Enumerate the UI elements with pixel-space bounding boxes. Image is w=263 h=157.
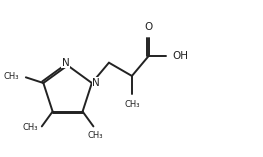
Text: N: N — [92, 78, 100, 88]
Text: CH₃: CH₃ — [87, 131, 103, 140]
Text: OH: OH — [172, 51, 188, 61]
Text: CH₃: CH₃ — [124, 100, 140, 109]
Text: O: O — [145, 22, 153, 32]
Text: CH₃: CH₃ — [4, 72, 19, 81]
Text: CH₃: CH₃ — [22, 123, 38, 132]
Text: N: N — [62, 58, 70, 68]
